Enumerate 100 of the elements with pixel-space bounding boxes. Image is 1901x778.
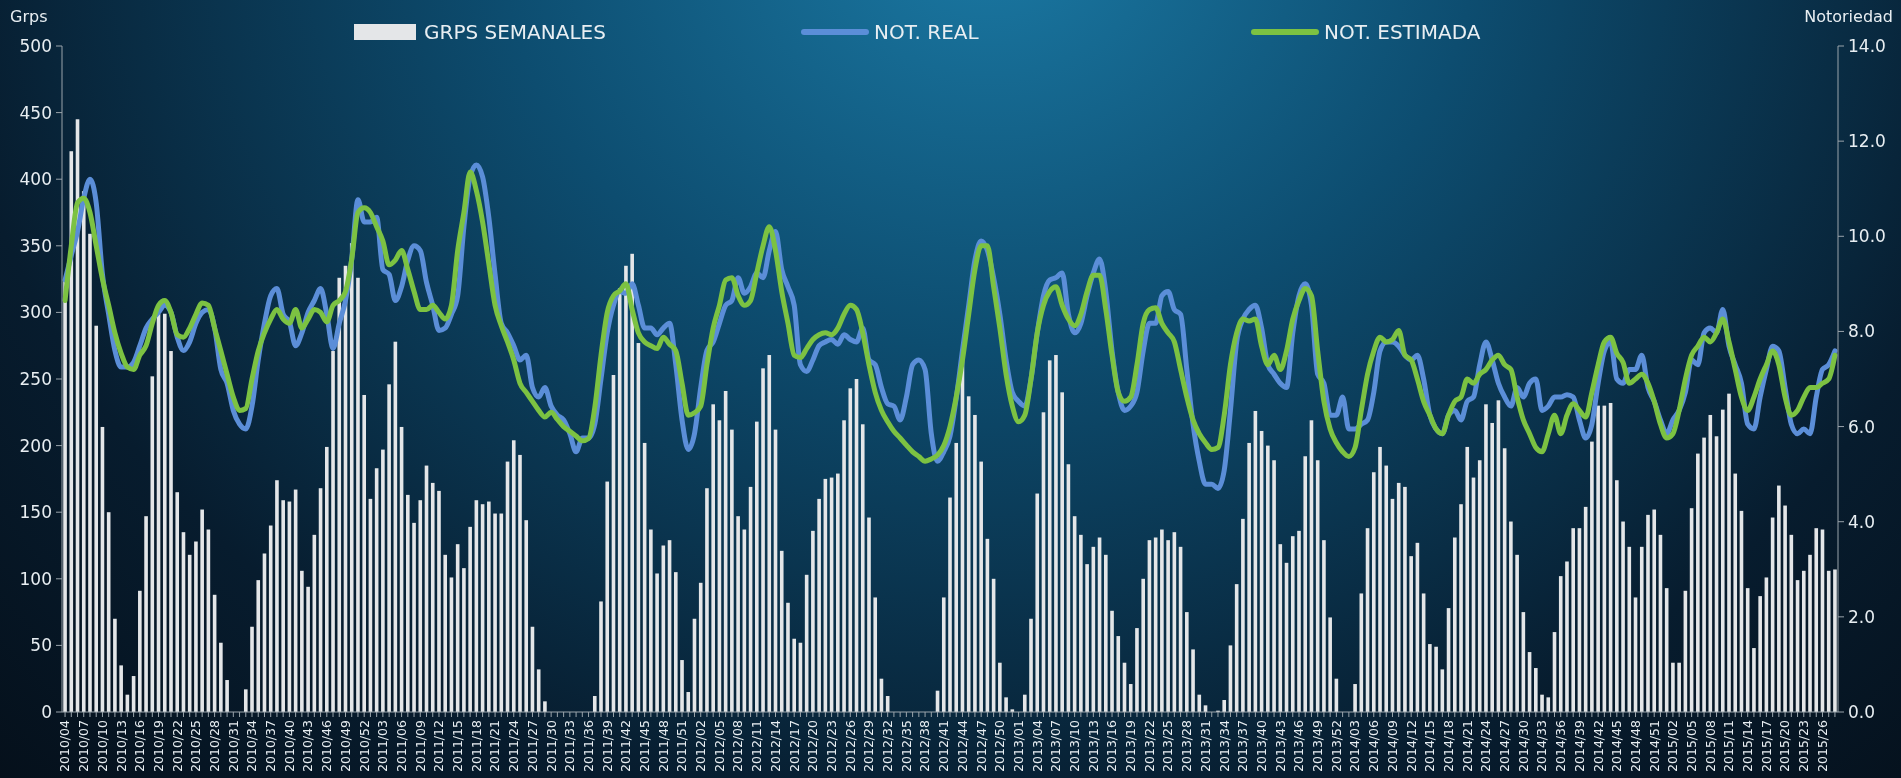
x-tick-label: 2014/27	[1497, 720, 1513, 772]
y-tick-label: 50	[30, 635, 52, 656]
y2-tick-label: 4.0	[1848, 511, 1876, 532]
x-tick-label: 2010/34	[244, 719, 260, 772]
x-tick-label: 2013/13	[1085, 720, 1101, 772]
x-tick-label: 2012/17	[786, 720, 802, 772]
x-tick-label: 2011/18	[468, 719, 484, 772]
y-tick-label: 500	[19, 35, 52, 56]
x-tick-label: 2012/32	[880, 720, 896, 772]
y-tick-label: 350	[19, 235, 52, 256]
x-tick-label: 2012/08	[730, 719, 746, 772]
x-tick-label: 2014/12	[1403, 720, 1419, 772]
y2-tick-label: 8.0	[1848, 321, 1876, 342]
x-tick-label: 2013/31	[1197, 720, 1213, 772]
x-tick-label: 2010/13	[113, 720, 129, 772]
x-tick-label: 2011/27	[524, 720, 540, 772]
x-tick-label: 2011/24	[506, 719, 522, 772]
x-tick-label: 2014/42	[1590, 720, 1606, 772]
x-tick-label: 2011/39	[599, 719, 615, 772]
x-tick-label: 2013/16	[1104, 719, 1120, 772]
y2-tick-label: 0.0	[1848, 701, 1876, 722]
x-tick-label: 2011/12	[431, 720, 447, 772]
x-tick-label: 2015/14	[1740, 719, 1756, 772]
x-tick-label: 2013/19	[1123, 719, 1139, 772]
x-tick-label: 2014/48	[1627, 719, 1643, 772]
y2-tick-label: 10.0	[1848, 226, 1886, 247]
x-tick-label: 2011/03	[375, 720, 391, 772]
x-tick-label: 2013/04	[1029, 719, 1045, 772]
x-tick-label: 2013/10	[1067, 719, 1083, 772]
x-tick-label: 2012/35	[898, 720, 914, 772]
y-tick-label: 200	[19, 435, 52, 456]
x-tick-label: 2014/24	[1478, 719, 1494, 772]
x-tick-label: 2010/46	[319, 719, 335, 772]
x-tick-label: 2012/02	[693, 720, 709, 772]
x-tick-label: 2013/34	[1216, 719, 1232, 772]
y2-tick-label: 14.0	[1848, 35, 1886, 56]
x-tick-label: 2010/37	[263, 720, 279, 772]
x-tick-label: 2012/44	[954, 719, 970, 772]
x-tick-label: 2011/06	[393, 719, 409, 772]
x-tick-label: 2011/51	[674, 720, 690, 772]
x-tick-label: 2010/52	[356, 720, 372, 772]
x-tick-label: 2011/09	[412, 719, 428, 772]
x-tick-label: 2015/23	[1796, 720, 1812, 772]
x-tick-label: 2011/45	[637, 720, 653, 772]
x-tick-label: 2014/18	[1440, 719, 1456, 772]
x-tick-label: 2013/46	[1291, 719, 1307, 772]
x-tick-label: 2012/20	[805, 719, 821, 772]
y2-tick-label: 12.0	[1848, 131, 1886, 152]
y-tick-label: 400	[19, 169, 52, 190]
x-tick-label: 2013/43	[1272, 720, 1288, 772]
x-tick-label: 2015/05	[1683, 720, 1699, 772]
x-tick-label: 2014/33	[1534, 720, 1550, 772]
x-tick-label: 2012/29	[861, 719, 877, 772]
x-tick-label: 2011/15	[450, 720, 466, 772]
x-tick-label: 2010/43	[300, 720, 316, 772]
x-tick-label: 2013/37	[1235, 720, 1251, 772]
x-tick-label: 2012/38	[917, 719, 933, 772]
y-tick-label: 100	[19, 568, 52, 589]
x-tick-label: 2010/28	[207, 719, 222, 772]
x-tick-label: 2013/25	[1160, 720, 1176, 772]
y2-tick-label: 2.0	[1848, 606, 1876, 627]
x-tick-label: 2013/49	[1310, 719, 1326, 772]
x-tick-label: 2014/15	[1422, 720, 1438, 772]
x-tick-label: 2010/49	[337, 719, 353, 772]
x-tick-label: 2015/17	[1758, 720, 1774, 772]
x-tick-label: 2013/40	[1253, 719, 1269, 772]
x-tick-label: 2015/26	[1814, 719, 1830, 772]
y-tick-label: 450	[19, 102, 52, 123]
x-tick-label: 2014/21	[1459, 720, 1475, 772]
x-tick-label: 2011/30	[543, 719, 559, 772]
x-tick-label: 2012/50	[992, 719, 1008, 772]
x-tick-label: 2014/51	[1646, 720, 1662, 772]
x-tick-label: 2011/36	[580, 719, 596, 772]
x-tick-label: 2015/20	[1777, 719, 1793, 772]
x-tick-label: 2013/22	[1141, 720, 1157, 772]
x-tick-label: 2012/05	[711, 720, 727, 772]
x-tick-label: 2012/41	[936, 720, 952, 772]
x-tick-label: 2011/42	[618, 720, 634, 772]
x-tick-label: 2011/33	[562, 720, 578, 772]
x-tick-label: 2012/23	[823, 720, 839, 772]
y-tick-label: 150	[19, 502, 52, 523]
legend-label: GRPS SEMANALES	[424, 20, 606, 44]
x-tick-label: 2013/28	[1179, 719, 1195, 772]
x-tick-label: 2015/02	[1665, 720, 1681, 772]
x-tick-label: 2010/07	[76, 720, 92, 772]
x-tick-label: 2010/04	[57, 719, 73, 772]
x-tick-label: 2012/26	[842, 719, 858, 772]
x-tick-label: 2011/21	[487, 720, 503, 772]
x-tick-label: 2010/10	[94, 719, 110, 772]
x-tick-label: 2010/25	[188, 720, 204, 772]
y2-tick-label: 6.0	[1848, 416, 1876, 437]
x-tick-label: 2012/11	[749, 720, 765, 772]
x-tick-label: 2010/22	[169, 720, 185, 772]
x-tick-label: 2011/48	[655, 719, 671, 772]
x-tick-label: 2014/09	[1384, 719, 1400, 772]
x-tick-label: 2010/31	[225, 720, 241, 772]
y-tick-label: 250	[19, 368, 52, 389]
legend-label: NOT. ESTIMADA	[1324, 20, 1481, 44]
x-tick-label: 2013/07	[1048, 720, 1064, 772]
x-tick-label: 2014/06	[1366, 719, 1382, 772]
